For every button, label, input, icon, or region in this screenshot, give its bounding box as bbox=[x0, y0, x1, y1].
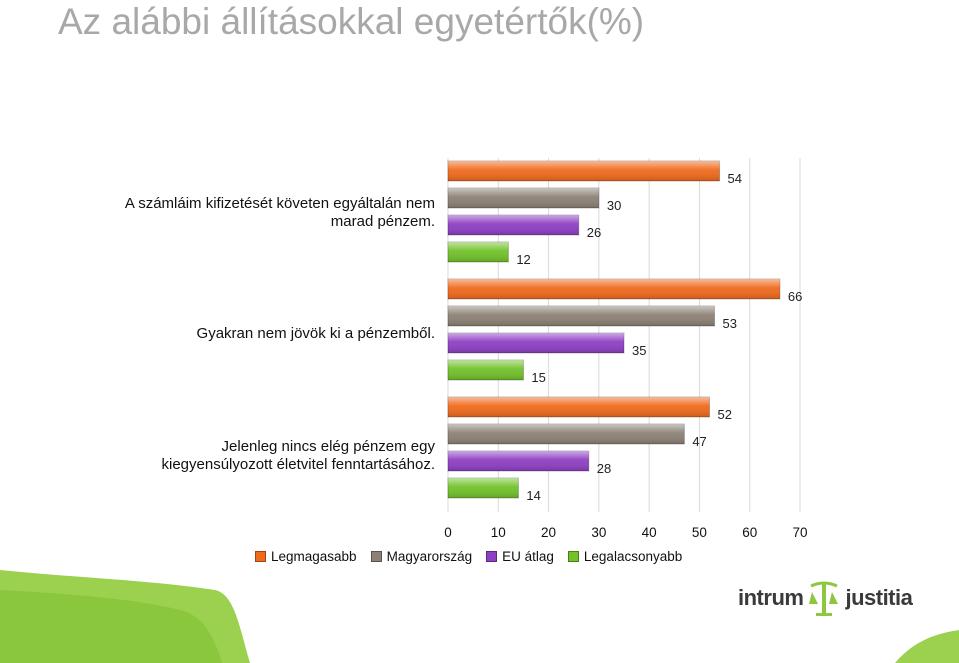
green-wave-decoration bbox=[0, 570, 959, 663]
data-label: 26 bbox=[587, 225, 601, 240]
bar-highlight bbox=[448, 397, 710, 417]
page-title: Az alábbi állításokkal egyetértők(%) bbox=[58, 1, 645, 42]
category-label-2: Gyakran nem jövök ki a pénzemből. bbox=[196, 325, 435, 342]
legend-item-legmagasabb: Legmagasabb bbox=[255, 549, 357, 564]
legend-item-eu-atlag: EU átlag bbox=[486, 549, 554, 564]
x-tick-label: 40 bbox=[642, 525, 657, 540]
legend-item-legalacsonyabb: Legalacsonyabb bbox=[567, 549, 683, 564]
category-label-3: Jelenleg nincs elég pénzem egy kiegyensú… bbox=[161, 438, 436, 473]
legend-item-magyarorszag: Magyarország bbox=[370, 549, 473, 564]
data-label: 14 bbox=[526, 488, 540, 503]
legend-label: Magyarország bbox=[386, 549, 473, 564]
x-tick-label: 10 bbox=[491, 525, 506, 540]
x-tick-label: 0 bbox=[444, 525, 452, 540]
bar-highlight bbox=[448, 242, 509, 262]
data-label: 54 bbox=[728, 171, 742, 186]
legend-swatch-gray bbox=[370, 551, 382, 562]
legend-swatch-orange bbox=[255, 551, 266, 562]
x-tick-label: 70 bbox=[792, 525, 807, 540]
legend-swatch-green bbox=[567, 551, 579, 562]
category-label-1: A számláim kifizetését követen egyáltalá… bbox=[124, 195, 435, 230]
bar-highlight bbox=[448, 478, 519, 498]
data-label: 30 bbox=[607, 198, 621, 213]
bar-highlight bbox=[448, 451, 589, 471]
x-tick-label: 30 bbox=[591, 525, 606, 540]
data-label: 15 bbox=[531, 370, 545, 385]
data-label: 53 bbox=[723, 316, 737, 331]
legend-label: Legalacsonyabb bbox=[583, 549, 683, 564]
bar-highlight bbox=[448, 279, 780, 299]
chart-legend: Legmagasabb Magyarország EU átlag Legala… bbox=[255, 549, 682, 564]
bar-highlight bbox=[448, 424, 685, 444]
justitia-scale-icon bbox=[809, 581, 839, 616]
data-label: 28 bbox=[597, 461, 611, 476]
data-label: 66 bbox=[788, 289, 802, 304]
logo-right-word: justitia bbox=[845, 585, 913, 610]
bar-highlight bbox=[448, 188, 599, 208]
bar-highlight bbox=[448, 161, 720, 181]
intrum-justitia-logo: intrum justitia bbox=[738, 578, 938, 618]
legend-swatch-purple bbox=[486, 551, 498, 562]
logo-left-word: intrum bbox=[738, 585, 804, 610]
data-label: 52 bbox=[717, 407, 731, 422]
x-tick-label: 60 bbox=[742, 525, 757, 540]
x-tick-label: 50 bbox=[692, 525, 707, 540]
bar-highlight bbox=[448, 215, 579, 235]
legend-label: EU átlag bbox=[502, 549, 554, 564]
data-label: 47 bbox=[692, 434, 706, 449]
data-label: 12 bbox=[516, 252, 530, 267]
bar-highlight bbox=[448, 360, 524, 380]
bar-highlight bbox=[448, 333, 624, 353]
bar-highlight bbox=[448, 306, 715, 326]
data-label: 35 bbox=[632, 343, 646, 358]
x-tick-label: 20 bbox=[541, 525, 556, 540]
legend-label: Legmagasabb bbox=[271, 549, 357, 564]
